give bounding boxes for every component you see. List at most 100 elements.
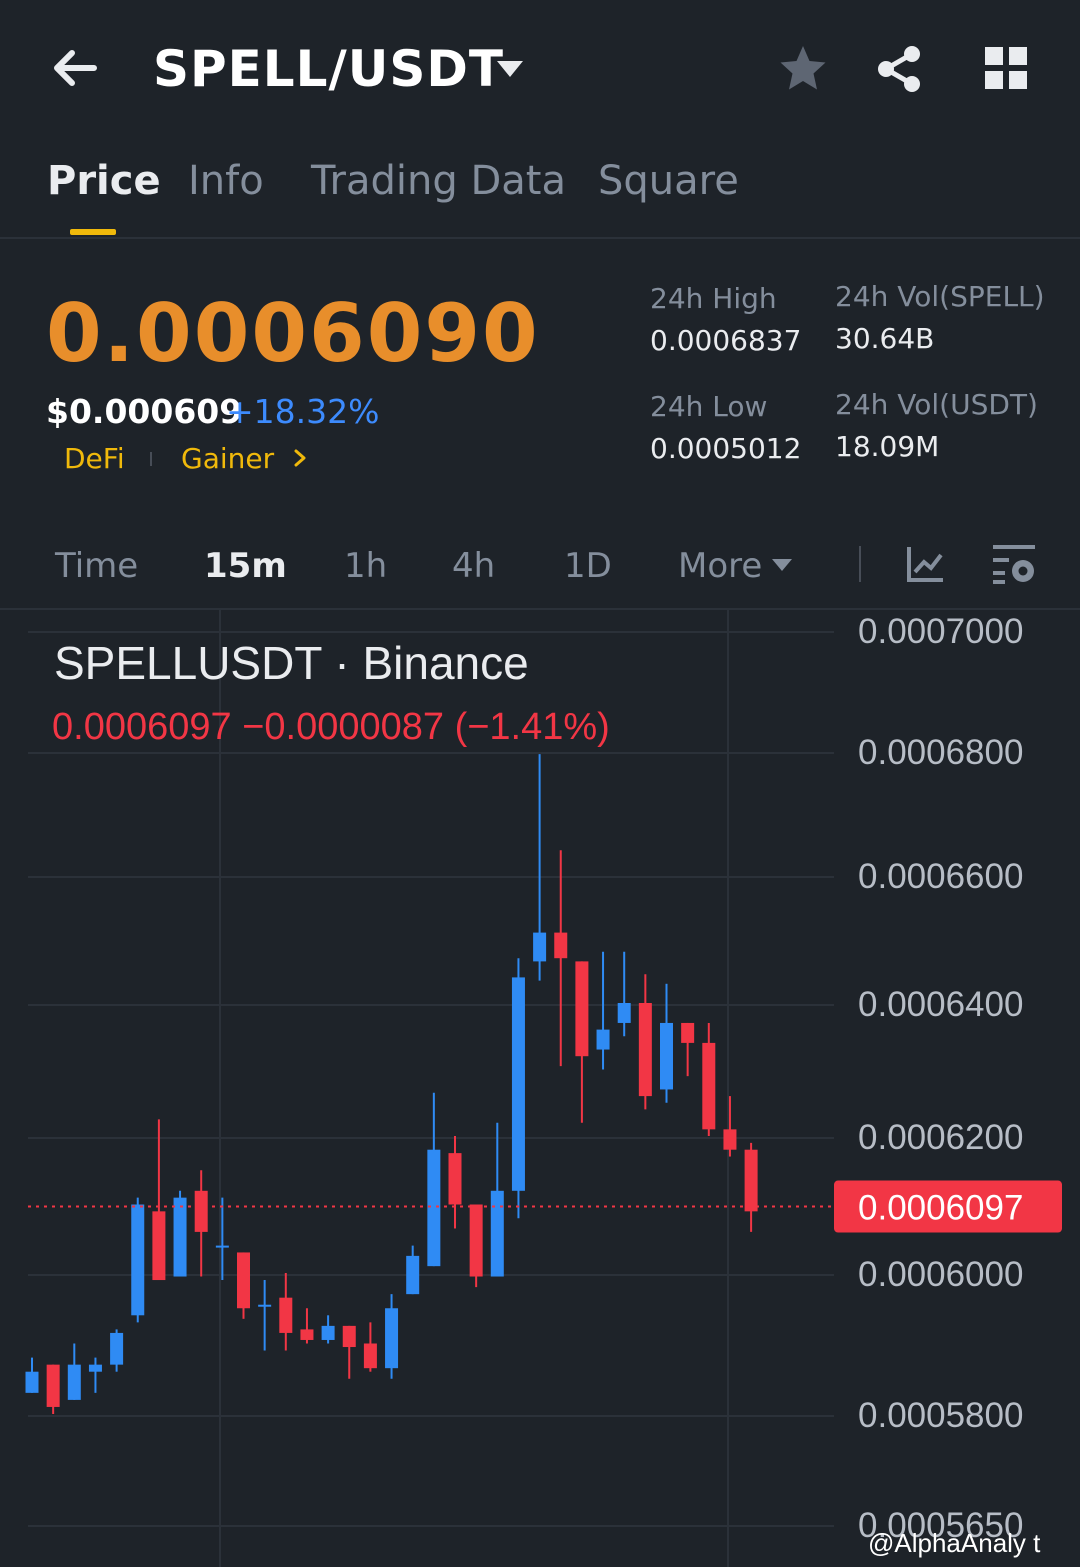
candle-body xyxy=(575,961,589,1057)
candle xyxy=(88,1357,102,1393)
candle-body xyxy=(363,1343,377,1369)
candle xyxy=(554,850,568,1067)
timeframe-4h[interactable]: 4h xyxy=(452,546,496,586)
stat-vol-quote-label: 24h Vol(USDT) xyxy=(835,388,1038,421)
change-percent: +18.32% xyxy=(226,392,380,431)
candle-body xyxy=(533,932,547,962)
stat-vol-base-value: 30.64B xyxy=(835,322,935,355)
candle-body xyxy=(25,1371,39,1393)
pair-title[interactable]: SPELL/USDT xyxy=(153,40,505,98)
indicator-icon[interactable] xyxy=(904,544,946,584)
candle-body xyxy=(596,1029,610,1050)
candle xyxy=(152,1119,166,1281)
candle xyxy=(723,1096,737,1157)
tabs-divider xyxy=(0,237,1080,239)
active-tab-indicator xyxy=(70,229,116,235)
timeframe-1d[interactable]: 1D xyxy=(564,546,612,586)
candle xyxy=(237,1252,250,1319)
candle xyxy=(363,1322,377,1372)
tab-info[interactable]: Info xyxy=(188,158,264,204)
candle-body xyxy=(67,1364,81,1400)
candle-body xyxy=(321,1325,335,1340)
tab-square[interactable]: Square xyxy=(598,158,739,204)
tag-gainer[interactable]: Gainer xyxy=(181,442,275,475)
candle-body xyxy=(342,1325,356,1348)
price-axis-label: 0.0006800 xyxy=(858,733,1023,772)
candle-body xyxy=(617,1003,631,1023)
tab-trading-data[interactable]: Trading Data xyxy=(311,158,566,204)
candle-body xyxy=(448,1153,462,1205)
toolbar-bottom-divider xyxy=(0,608,1080,610)
share-icon[interactable] xyxy=(872,42,926,96)
candle-body xyxy=(744,1149,758,1212)
candle-body xyxy=(88,1364,102,1372)
candle-body xyxy=(215,1245,229,1248)
grid-icon[interactable] xyxy=(982,44,1030,92)
stat-low-label: 24h Low xyxy=(650,390,768,423)
watermark: @AlphaAnaly t xyxy=(868,1528,1041,1558)
usd-price: $0.000609 xyxy=(46,392,243,431)
price-axis-label: 0.0006600 xyxy=(858,857,1023,896)
candle-body xyxy=(681,1022,695,1043)
candle xyxy=(490,1122,504,1277)
candle-body xyxy=(469,1204,483,1277)
price-axis-label: 0.0007000 xyxy=(858,612,1023,651)
candle xyxy=(596,951,610,1070)
current-price-badge-label: 0.0006097 xyxy=(858,1189,1023,1228)
candle xyxy=(406,1245,420,1295)
toolbar-divider xyxy=(859,546,861,582)
stat-low-value: 0.0005012 xyxy=(650,432,802,465)
candle-body xyxy=(511,977,525,1191)
caret-down-icon[interactable] xyxy=(494,56,526,82)
last-price: 0.0006090 xyxy=(46,287,540,380)
candle xyxy=(533,754,547,981)
timeframe-1h[interactable]: 1h xyxy=(344,546,388,586)
candle xyxy=(617,951,631,1037)
timeframe-15m[interactable]: 15m xyxy=(204,546,287,586)
candlestick-chart[interactable]: 0.0007000 0.0006800 0.0006600 0.0006400 0.00… xyxy=(0,610,1080,1567)
candle-body xyxy=(110,1332,124,1365)
candle-body xyxy=(385,1308,399,1369)
candle xyxy=(46,1364,60,1414)
candle xyxy=(110,1329,124,1372)
tab-price[interactable]: Price xyxy=(47,158,161,204)
candle-body xyxy=(702,1042,716,1130)
candle-body xyxy=(152,1211,166,1281)
candle-body xyxy=(131,1204,145,1316)
candle-body xyxy=(194,1190,208,1232)
chart-symbol-label: SPELLUSDT · Binance xyxy=(54,637,529,689)
stat-high-label: 24h High xyxy=(650,282,777,315)
price-axis-label: 0.0006400 xyxy=(858,985,1023,1024)
candle xyxy=(744,1142,758,1232)
stat-vol-quote-value: 18.09M xyxy=(835,430,940,463)
price-axis-label: 0.0005650 xyxy=(858,1506,1023,1545)
candle xyxy=(258,1280,272,1351)
chart-grid xyxy=(28,610,834,1567)
stat-high-value: 0.0006837 xyxy=(650,324,802,357)
timeframe-more[interactable]: More xyxy=(678,546,763,586)
candle xyxy=(215,1197,229,1281)
candle xyxy=(511,958,525,1219)
chart-settings-icon[interactable] xyxy=(990,542,1038,586)
price-axis-label: 0.0006200 xyxy=(858,1118,1023,1157)
candle-body xyxy=(237,1252,250,1309)
tag-defi[interactable]: DeFi xyxy=(64,442,125,475)
candle xyxy=(279,1273,293,1351)
chart-ohlc-readout: 0.0006097 −0.0000087 (−1.41%) xyxy=(52,706,610,748)
candles xyxy=(25,754,834,1414)
star-icon[interactable] xyxy=(776,42,830,96)
chevron-right-icon[interactable] xyxy=(292,447,308,469)
price-axis: 0.0007000 0.0006800 0.0006600 0.0006400 0.00… xyxy=(834,612,1062,1545)
stat-vol-base-label: 24h Vol(SPELL) xyxy=(835,280,1045,313)
timeframe-time[interactable]: Time xyxy=(55,546,139,586)
candle-body xyxy=(490,1190,504,1277)
candle xyxy=(681,1022,695,1077)
candle-body xyxy=(660,1022,673,1090)
candle xyxy=(67,1343,81,1400)
candle xyxy=(321,1315,335,1344)
candle-body xyxy=(279,1297,293,1333)
caret-down-icon[interactable] xyxy=(771,557,793,573)
price-axis-label: 0.0005800 xyxy=(858,1396,1023,1435)
back-arrow-icon[interactable] xyxy=(48,44,104,92)
candle xyxy=(427,1092,441,1267)
